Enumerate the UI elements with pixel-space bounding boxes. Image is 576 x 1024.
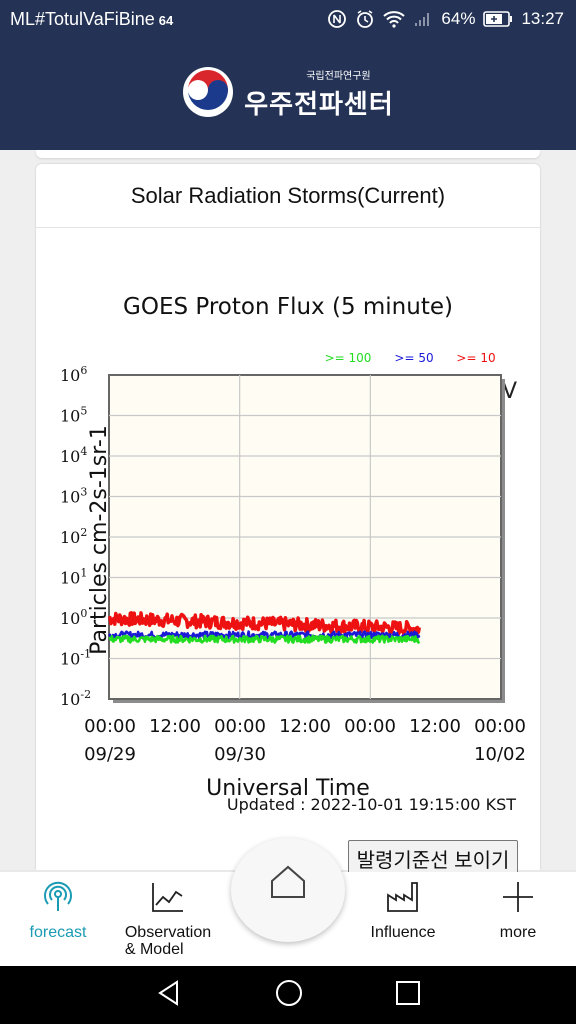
y-tick-label: 103 (60, 486, 87, 507)
y-axis-ticks: 106 105 104 103 102 101 100 10-1 10-2 (60, 364, 91, 709)
battery-level: 64% (441, 9, 476, 28)
x-tick-date: 10/02 (474, 744, 526, 765)
nav-more[interactable]: more (478, 872, 558, 966)
logo-subtitle: 국립전파연구원 (306, 71, 371, 82)
chart-title: GOES Proton Flux (5 minute) (123, 294, 453, 320)
status-bar: ML#TotulVaFiBine 64 64% 13:27 (0, 0, 576, 38)
x-tick-date: 09/30 (214, 744, 266, 765)
series-line (108, 634, 421, 644)
legend-suffix: V (502, 379, 517, 404)
y-tick-label: 100 (60, 607, 87, 628)
recents-icon[interactable] (395, 980, 421, 1010)
logo[interactable]: 국립전파연구원 우주전파센터 (182, 66, 394, 122)
line-graph-icon (150, 880, 186, 918)
x-tick-time: 00:00 (84, 716, 136, 737)
proton-flux-chart: GOES Proton Flux (5 minute) >= 100 >= 50 >… (60, 294, 526, 814)
x-tick-time: 00:00 (214, 716, 266, 737)
broadcast-icon (41, 880, 75, 918)
clock: 13:27 (521, 9, 564, 28)
show-threshold-button[interactable]: 발령기준선 보이기 (348, 840, 518, 876)
nav-forecast-label: forecast (29, 924, 87, 941)
home-circle-icon[interactable] (274, 978, 304, 1012)
x-tick-date: 09/29 (84, 744, 136, 765)
plus-icon (501, 880, 535, 918)
x-axis-label: Universal Time (206, 776, 370, 801)
alarm-icon (355, 9, 375, 29)
y-tick-label: 105 (60, 405, 87, 426)
signal-icon (413, 10, 433, 28)
home-icon (269, 864, 307, 904)
series-layer (107, 611, 422, 644)
x-tick-time: 12:00 (409, 716, 461, 737)
nav-observation-label: Observation & Model (124, 924, 212, 958)
previous-card-edge (36, 150, 540, 158)
nav-more-label: more (499, 924, 537, 941)
factory-icon (385, 880, 421, 918)
carrier-name: ML#TotulVaFiBine (10, 8, 155, 29)
legend-item: >= 10 (456, 351, 495, 365)
network-type: 64 (158, 12, 174, 28)
logo-title: 우주전파센터 (244, 90, 394, 120)
app-header: 국립전파연구원 우주전파센터 (0, 38, 576, 150)
back-icon[interactable] (155, 979, 183, 1011)
nav-influence[interactable]: Influence (358, 872, 448, 966)
home-button[interactable] (231, 838, 345, 942)
updated-timestamp: Updated : 2022-10-01 19:15:00 KST (227, 795, 516, 814)
taegeuk-logo-icon (182, 66, 234, 122)
x-axis-ticks: 00:00 09/29 12:00 00:00 09/30 12:00 00:00 12:00… (84, 716, 526, 765)
y-tick-label: 10-1 (60, 648, 91, 669)
battery-icon (483, 11, 513, 27)
nav-influence-label: Influence (370, 924, 436, 941)
nav-observation[interactable]: Observation & Model (118, 872, 218, 966)
x-tick-time: 00:00 (474, 716, 526, 737)
chart-legend: >= 100 >= 50 >= 10 (325, 351, 496, 365)
legend-item: >= 50 (394, 351, 433, 365)
y-tick-label: 102 (60, 526, 87, 547)
card-title: Solar Radiation Storms(Current) (36, 164, 540, 228)
grid-lines (109, 375, 501, 699)
wifi-icon (383, 10, 406, 28)
x-tick-time: 12:00 (279, 716, 331, 737)
y-tick-label: 10-2 (60, 688, 91, 709)
y-tick-label: 101 (60, 567, 87, 588)
y-tick-label: 106 (60, 364, 87, 385)
x-tick-time: 00:00 (344, 716, 396, 737)
y-axis-label: Particles cm-2s-1sr-1 (87, 425, 112, 655)
x-tick-time: 12:00 (149, 716, 201, 737)
legend-item: >= 100 (325, 351, 372, 365)
nav-forecast[interactable]: forecast (14, 872, 102, 966)
y-tick-label: 104 (60, 445, 87, 466)
nfc-icon (327, 9, 347, 29)
system-nav-bar (0, 966, 576, 1024)
series-line (107, 611, 422, 636)
